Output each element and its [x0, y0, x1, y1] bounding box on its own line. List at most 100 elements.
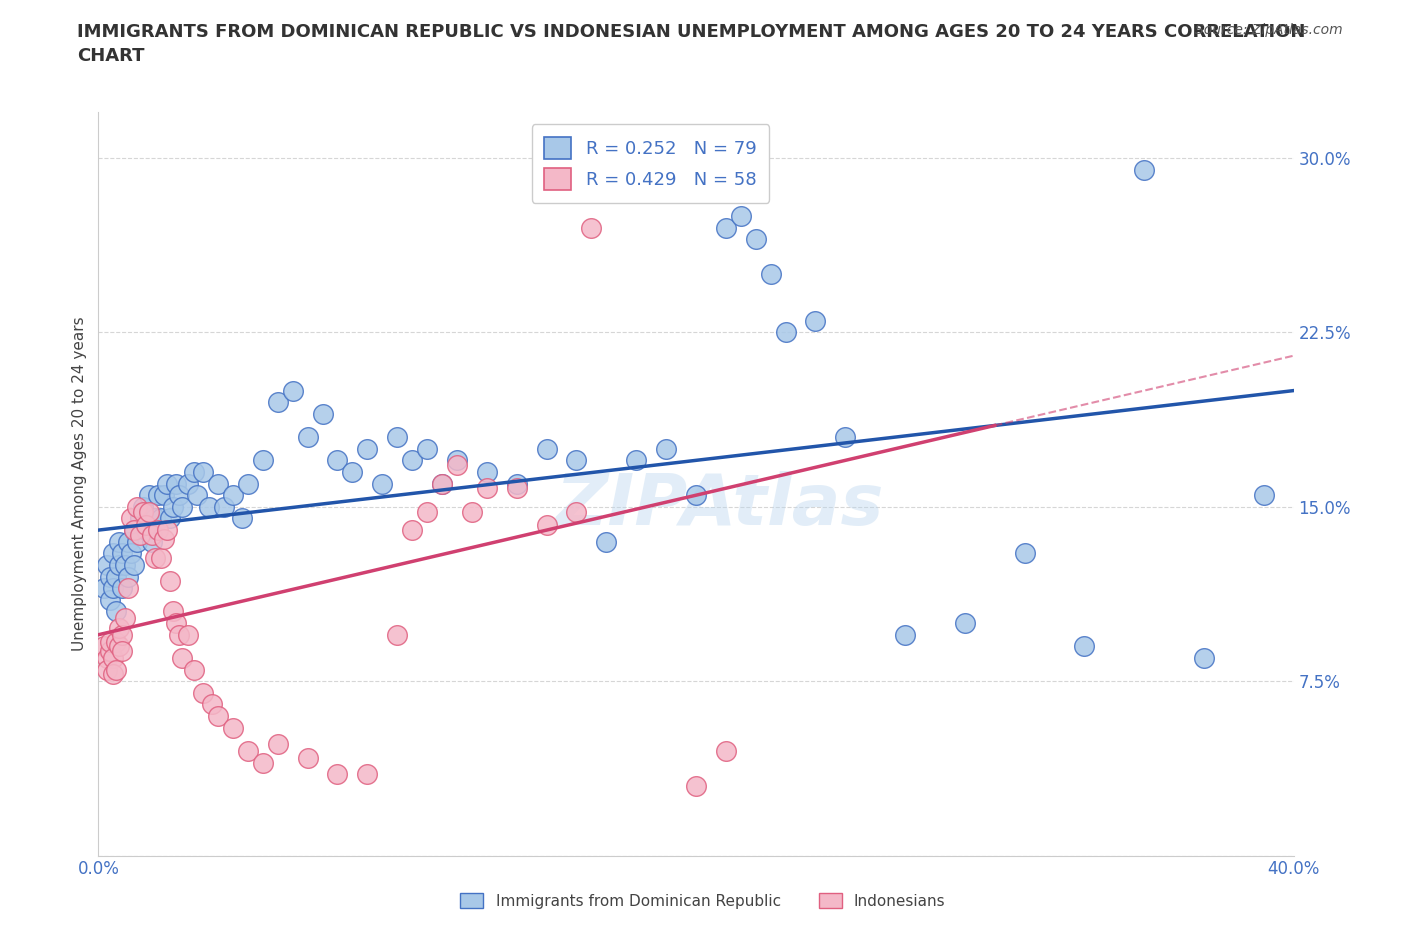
Point	[745, 232, 768, 247]
Point	[326, 766, 349, 781]
Point	[167, 628, 190, 643]
Point	[129, 527, 152, 542]
Point	[475, 481, 498, 496]
Point	[108, 558, 131, 573]
Point	[236, 476, 259, 491]
Point	[536, 442, 558, 457]
Point	[267, 737, 290, 751]
Point	[297, 430, 319, 445]
Point	[191, 685, 214, 700]
Point	[98, 569, 122, 584]
Point	[162, 604, 184, 619]
Point	[117, 580, 139, 596]
Point	[626, 453, 648, 468]
Point	[894, 628, 917, 643]
Point	[111, 580, 134, 596]
Point	[96, 558, 118, 573]
Point	[685, 778, 707, 793]
Point	[565, 453, 588, 468]
Point	[124, 523, 146, 538]
Point	[132, 504, 155, 519]
Point	[165, 476, 187, 491]
Point	[759, 267, 782, 282]
Legend: R = 0.252   N = 79, R = 0.429   N = 58: R = 0.252 N = 79, R = 0.429 N = 58	[531, 125, 769, 203]
Point	[96, 662, 118, 677]
Point	[385, 430, 409, 445]
Point	[103, 667, 125, 682]
Point	[714, 220, 737, 235]
Point	[135, 518, 157, 533]
Point	[141, 534, 163, 549]
Point	[356, 766, 378, 781]
Point	[138, 504, 160, 519]
Point	[281, 383, 304, 398]
Point	[159, 512, 181, 526]
Point	[1073, 639, 1095, 654]
Point	[93, 639, 115, 654]
Point	[93, 580, 115, 596]
Point	[117, 534, 139, 549]
Point	[156, 523, 179, 538]
Point	[159, 574, 181, 589]
Point	[143, 512, 166, 526]
Point	[156, 476, 179, 491]
Point	[342, 465, 364, 480]
Point	[385, 628, 409, 643]
Point	[311, 406, 333, 421]
Point	[124, 523, 146, 538]
Text: ZIPAtlas: ZIPAtlas	[555, 472, 884, 540]
Point	[506, 476, 529, 491]
Point	[129, 512, 152, 526]
Point	[108, 534, 131, 549]
Point	[132, 499, 155, 514]
Point	[111, 546, 134, 561]
Point	[127, 499, 149, 514]
Point	[186, 488, 208, 503]
Point	[105, 634, 128, 649]
Point	[581, 220, 603, 235]
Point	[416, 442, 439, 457]
Point	[108, 639, 131, 654]
Point	[506, 481, 529, 496]
Point	[207, 709, 229, 724]
Point	[714, 744, 737, 759]
Point	[191, 465, 214, 480]
Point	[105, 662, 128, 677]
Point	[430, 476, 453, 491]
Point	[231, 512, 253, 526]
Point	[804, 313, 827, 328]
Point	[326, 453, 349, 468]
Point	[222, 488, 245, 503]
Point	[207, 476, 229, 491]
Point	[172, 651, 194, 666]
Point	[267, 394, 290, 409]
Point	[183, 465, 205, 480]
Point	[111, 644, 134, 658]
Point	[953, 616, 976, 631]
Point	[124, 558, 146, 573]
Point	[446, 453, 468, 468]
Point	[198, 499, 221, 514]
Point	[98, 634, 122, 649]
Point	[135, 523, 157, 538]
Point	[730, 208, 752, 223]
Point	[108, 620, 131, 635]
Point	[114, 611, 136, 626]
Point	[167, 488, 190, 503]
Point	[1014, 546, 1036, 561]
Point	[148, 488, 170, 503]
Point	[1133, 163, 1156, 178]
Point	[127, 534, 149, 549]
Point	[141, 527, 163, 542]
Point	[117, 569, 139, 584]
Point	[177, 476, 200, 491]
Point	[430, 476, 453, 491]
Point	[222, 720, 245, 735]
Point	[114, 558, 136, 573]
Point	[1253, 488, 1275, 503]
Point	[212, 499, 235, 514]
Point	[297, 751, 319, 765]
Point	[183, 662, 205, 677]
Point	[96, 651, 118, 666]
Point	[655, 442, 678, 457]
